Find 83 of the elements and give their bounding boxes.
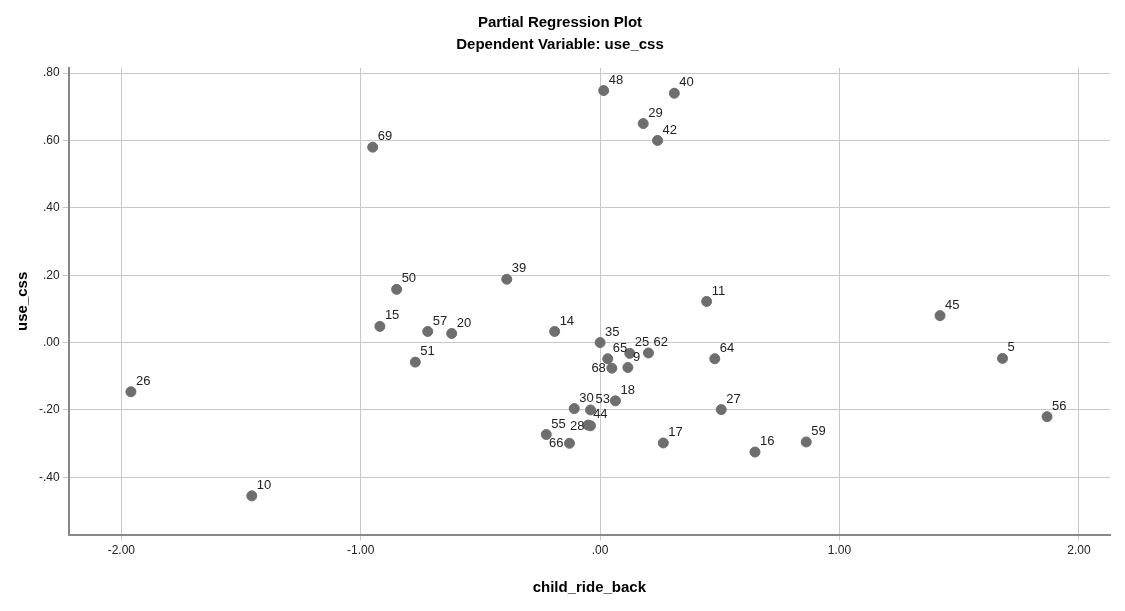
point <box>652 134 664 146</box>
annotation: 65 <box>612 339 628 355</box>
annotation: 18 <box>620 381 635 397</box>
x-tick-label: 2.00 <box>1067 543 1091 558</box>
y-tick-label: .60 <box>42 132 60 147</box>
point <box>800 436 812 448</box>
x-axis-title: child_ride_back <box>532 578 647 596</box>
point <box>367 141 379 153</box>
y-tick-label: .00 <box>42 334 60 349</box>
annotation: 57 <box>432 312 448 328</box>
annotation: 9 <box>632 348 641 364</box>
point <box>715 404 727 416</box>
annotation: 53 <box>595 391 610 407</box>
annotation: 29 <box>648 104 663 120</box>
point <box>701 295 713 307</box>
annotation: 45 <box>945 296 960 312</box>
point <box>568 403 580 415</box>
point <box>422 325 434 337</box>
y-axis-title: use_css <box>13 271 31 331</box>
annotation: 11 <box>711 282 726 298</box>
point <box>637 118 649 130</box>
point <box>594 337 606 349</box>
point <box>642 347 654 359</box>
point <box>709 353 721 365</box>
point <box>1041 411 1053 423</box>
point <box>501 273 513 285</box>
point <box>598 85 610 97</box>
annotation: 16 <box>759 433 775 449</box>
annotation: 17 <box>668 424 683 440</box>
annotation: 39 <box>511 260 527 276</box>
annotation: 66 <box>549 435 564 451</box>
annotation: 62 <box>653 334 668 350</box>
annotation: 28 <box>570 417 585 433</box>
annotation: 56 <box>1052 397 1067 413</box>
point <box>409 356 421 368</box>
chart-title: Partial Regression Plot <box>477 13 643 31</box>
point <box>125 386 137 398</box>
annotation: 68 <box>591 360 606 376</box>
annotation: 15 <box>384 307 400 323</box>
annotation: 35 <box>605 323 620 339</box>
annotation: 59 <box>811 423 826 439</box>
point <box>374 320 386 332</box>
point <box>246 490 258 502</box>
x-tick-label: .00 <box>591 543 609 558</box>
annotation: 51 <box>420 343 435 359</box>
point <box>609 395 621 407</box>
annotation: 10 <box>256 476 272 492</box>
point <box>668 87 680 99</box>
point <box>657 437 669 449</box>
annotation: 55 <box>551 415 566 431</box>
annotation: 20 <box>456 314 472 330</box>
y-tick-label: -.40 <box>38 469 60 484</box>
annotation: 50 <box>401 270 417 286</box>
point <box>997 352 1009 364</box>
point <box>934 310 946 322</box>
annotation: 5 <box>1007 339 1015 355</box>
point <box>563 437 575 449</box>
y-tick-label: .40 <box>42 200 60 215</box>
annotation: 48 <box>608 71 624 87</box>
x-tick-label: -2.00 <box>107 543 136 558</box>
annotation: 26 <box>135 372 151 388</box>
annotation: 64 <box>719 339 735 355</box>
point <box>606 362 618 374</box>
x-tick-label: -1.00 <box>347 543 375 558</box>
annotation: 69 <box>377 128 393 144</box>
annotation: 27 <box>726 390 741 406</box>
annotation: 14 <box>559 312 575 328</box>
annotation: 42 <box>662 121 678 137</box>
annotation: 30 <box>579 389 594 405</box>
point <box>622 362 634 373</box>
point <box>446 327 458 339</box>
annotation: 44 <box>593 406 608 422</box>
point <box>391 283 403 295</box>
chart-subtitle: Dependent Variable: use_css <box>456 35 664 53</box>
point <box>602 353 614 365</box>
x-tick-label: 1.00 <box>827 543 852 558</box>
annotation: 25 <box>634 334 650 350</box>
point <box>549 325 561 337</box>
y-tick-label: .80 <box>42 65 60 80</box>
y-tick-label: -.20 <box>38 402 60 417</box>
point <box>749 446 761 458</box>
y-tick-label: .20 <box>42 267 60 282</box>
annotation: 40 <box>679 74 694 90</box>
